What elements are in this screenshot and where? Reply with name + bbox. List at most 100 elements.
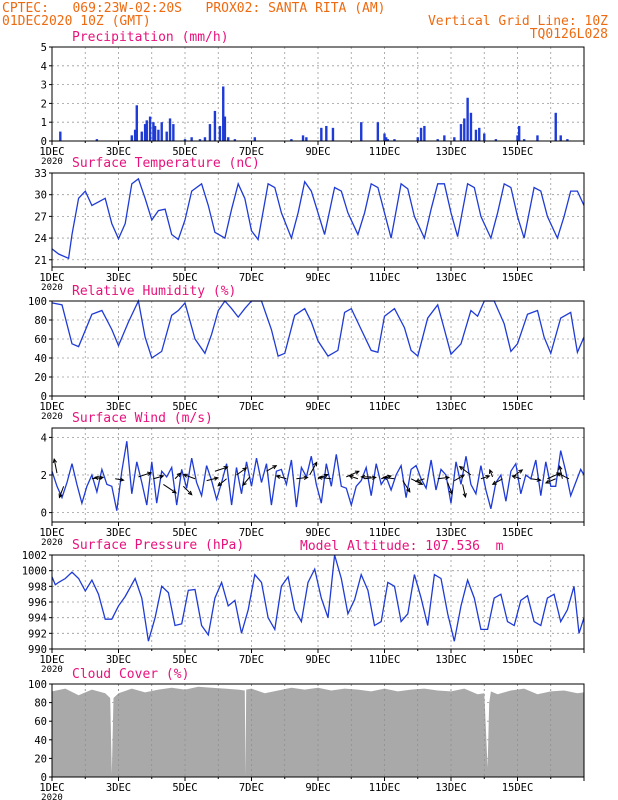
precipitation-bar	[474, 129, 478, 141]
precipitation-x-tick-label: 15DEC	[502, 146, 534, 158]
wind-vector-head	[414, 478, 421, 483]
precipitation-bar	[459, 124, 463, 141]
precipitation-bar	[152, 122, 155, 141]
pressure-y-tick-label: 992	[28, 628, 47, 640]
wind-x-tick-label: 15DEC	[502, 527, 534, 539]
precipitation-bar	[463, 118, 466, 141]
wind-vector-shaft	[174, 472, 181, 480]
wind-vector-shaft	[557, 472, 570, 480]
wind-vector-head	[187, 490, 193, 496]
wind-vector-head	[176, 472, 182, 478]
pressure-x-tick-label: 3DEC	[106, 654, 131, 666]
precipitation-y-tick-label: 3	[41, 80, 47, 92]
wind-vector-head	[272, 465, 278, 470]
humidity-x-tick-label: 9DEC	[305, 401, 330, 413]
precipitation-bar	[360, 122, 363, 141]
precipitation-bar	[95, 139, 99, 141]
precipitation-bar	[290, 139, 293, 141]
wind-vector-shaft	[138, 472, 152, 478]
wind-y-tick-label: 0	[41, 508, 47, 520]
pressure-y-tick-label: 996	[28, 597, 47, 609]
wind-vector-shaft	[402, 480, 411, 493]
wind-vector-shaft	[309, 462, 318, 476]
precipitation-x-tick-label: 9DEC	[305, 146, 330, 158]
cloud-cover-x-tick-label: 5DEC	[172, 782, 197, 794]
precipitation-bar	[305, 137, 308, 141]
wind-vector-head	[448, 489, 453, 495]
wind-vector-head	[147, 471, 153, 476]
cloud-cover-y-tick-label: 80	[34, 698, 47, 710]
cloud-cover-y-tick-label: 0	[41, 772, 47, 784]
wind-vector-shaft	[447, 482, 453, 494]
header-model-code: TQ0126L028	[529, 27, 608, 42]
temperature-x-tick-label: 3DEC	[106, 272, 131, 284]
precipitation-bar	[233, 139, 237, 141]
cloud-cover-title: Cloud Cover (%)	[72, 667, 189, 682]
precipitation-bar	[143, 124, 147, 141]
wind-vector-shaft	[530, 478, 541, 481]
cloud-cover-x-year-label: 2020	[41, 793, 63, 800]
cloud-cover-x-tick-label: 13DEC	[435, 782, 467, 794]
precipitation-bar	[469, 112, 473, 141]
temperature-series-line	[51, 177, 585, 260]
precipitation-bar	[320, 127, 323, 141]
wind-vector-head	[536, 477, 542, 482]
precipitation-bar	[253, 137, 257, 141]
cloud-cover-y-tick-label: 20	[34, 753, 47, 765]
wind-vector-head	[544, 479, 550, 484]
pressure-y-tick-label: 1000	[22, 566, 47, 578]
precipitation-bar	[223, 116, 227, 141]
pressure-x-tick-label: 11DEC	[369, 654, 401, 666]
wind-vector-head	[371, 475, 377, 480]
precipitation-bar	[59, 131, 62, 141]
precipitation-bar	[466, 97, 469, 141]
precipitation-bar	[140, 131, 143, 141]
pressure-y-tick-label: 998	[28, 581, 47, 593]
precipitation-bar	[133, 129, 137, 141]
precipitation-bar	[325, 125, 328, 141]
wind-vector-shaft	[214, 466, 228, 472]
wind-vector-head	[323, 473, 329, 478]
wind-vector-head	[348, 474, 354, 480]
wind-vector-head	[313, 461, 318, 467]
wind-vector-head	[556, 472, 562, 477]
cloud-cover-x-tick-label: 15DEC	[502, 782, 534, 794]
pressure-y-tick-label: 994	[28, 613, 47, 625]
wind-vector-head	[182, 473, 188, 478]
wind-vector-shaft	[296, 476, 308, 480]
header-station-line: CPTEC: 069:23W-02:20S PROX02: SANTA RITA…	[2, 1, 386, 16]
precipitation-bar	[522, 139, 526, 141]
precipitation-bar	[483, 133, 486, 141]
wind-vector-head	[444, 475, 451, 480]
wind-vector-shaft	[182, 485, 193, 496]
humidity-x-year-label: 2020	[41, 412, 63, 422]
wind-vector-shaft	[346, 470, 360, 478]
precipitation-bar	[198, 139, 202, 141]
precipitation-y-tick-label: 2	[41, 98, 47, 110]
temperature-x-tick-label: 5DEC	[172, 272, 197, 284]
cloud-cover-x-tick-label: 11DEC	[369, 782, 401, 794]
precipitation-bar	[386, 139, 390, 141]
cloud-cover-x-tick-label: 3DEC	[106, 782, 131, 794]
cloud-cover-x-tick-label: 1DEC	[39, 782, 64, 794]
wind-vector-head	[242, 467, 248, 472]
precipitation-bar	[165, 131, 168, 141]
precipitation-bar	[423, 125, 426, 141]
wind-vector-shaft	[242, 476, 251, 486]
wind-vector-shaft	[480, 475, 490, 480]
wind-vector-shaft	[415, 478, 425, 483]
precipitation-y-tick-label: 4	[41, 61, 47, 73]
precipitation-title: Precipitation (mm/h)	[72, 30, 229, 45]
wind-vector-head	[460, 474, 466, 479]
precipitation-bar	[160, 122, 163, 141]
wind-x-tick-label: 1DEC	[39, 527, 64, 539]
pressure-x-year-label: 2020	[41, 665, 63, 675]
precipitation-x-tick-label: 1DEC	[39, 146, 64, 158]
wind-series-line	[51, 441, 585, 511]
precipitation-x-tick-label: 5DEC	[172, 146, 197, 158]
wind-vector-shaft	[559, 466, 563, 479]
wind-vector-shaft	[512, 475, 521, 480]
pressure-title: Surface Pressure (hPa)	[72, 538, 244, 553]
wind-vector-head	[462, 492, 467, 499]
temperature-y-tick-label: 27	[34, 211, 47, 223]
